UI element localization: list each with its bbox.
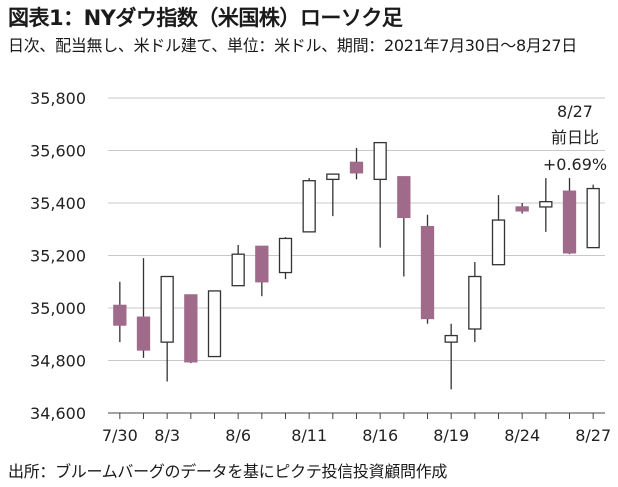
candle-up	[444, 323, 458, 390]
source-note: 出所：ブルームバーグのデータを基にピクテ投信投資顧問作成	[8, 462, 448, 481]
y-tick-label: 35,200	[30, 247, 86, 266]
candle-up	[586, 184, 600, 249]
candle-body	[515, 206, 529, 212]
candle-body	[231, 253, 245, 287]
x-tick-label: 8/27	[575, 426, 611, 445]
candle-down	[562, 178, 577, 255]
candle-up	[326, 173, 340, 217]
candle-body	[349, 161, 364, 174]
candle-body	[373, 141, 387, 181]
candle-body	[491, 219, 506, 266]
candles	[113, 141, 600, 390]
candle-down	[349, 147, 364, 180]
last-day-annotation: 8/27 前日比 +0.69%	[543, 102, 607, 174]
candle-body	[468, 275, 482, 330]
candle-up	[231, 245, 245, 287]
candle-body	[160, 275, 174, 343]
x-tick-label: 8/11	[291, 426, 327, 445]
chart-subtitle: 日次、配当無し、米ドル建て、単位：米ドル、期間：2021年7月30日～8月27日	[8, 36, 577, 55]
candle-body	[136, 316, 151, 351]
candle-body	[184, 294, 198, 363]
candle-down	[515, 203, 529, 214]
candle-up	[468, 262, 482, 343]
candle-up	[302, 178, 316, 233]
x-tick-label: 8/6	[225, 426, 251, 445]
annotation-date: 8/27	[557, 102, 593, 121]
y-tick-label: 34,800	[30, 352, 86, 371]
y-tick-label: 35,000	[30, 299, 86, 318]
candle-body	[397, 176, 411, 219]
candle-body	[444, 334, 458, 343]
x-axis: 7/30 8/3 8/6 8/11 8/16 8/19 8/24 8/27	[102, 412, 611, 445]
candle-body	[278, 237, 293, 274]
candle-body	[255, 245, 269, 283]
candle-body	[420, 225, 435, 320]
candle-body	[302, 180, 316, 233]
candle-down	[184, 294, 198, 364]
y-tick-label: 35,400	[30, 194, 86, 213]
candle-body	[586, 187, 600, 249]
candle-down	[255, 245, 269, 297]
y-tick-label: 35,800	[30, 89, 86, 108]
candle-up	[373, 141, 387, 248]
x-tick-label: 8/24	[504, 426, 540, 445]
candle-down	[113, 281, 127, 343]
x-tick-label: 8/3	[154, 426, 180, 445]
candle-body	[207, 290, 222, 358]
x-tick-label: 8/19	[433, 426, 469, 445]
candle-up	[278, 237, 293, 280]
candle-down	[420, 214, 435, 324]
candle-body	[562, 190, 577, 254]
candle-body	[113, 304, 127, 326]
y-tick-label: 35,600	[30, 142, 86, 161]
x-tick-label: 8/16	[362, 426, 398, 445]
chart-title: 図表1：NYダウ指数（米国株）ローソク足	[8, 6, 403, 30]
y-tick-label: 34,600	[30, 404, 86, 423]
candle-up	[491, 195, 506, 266]
candle-down	[136, 258, 151, 358]
y-axis-ticks: 34,600 34,800 35,000 35,200 35,400 35,600 35,8…	[30, 89, 86, 423]
candle-up	[539, 178, 553, 232]
gridlines	[108, 97, 605, 361]
candle-up	[207, 290, 222, 358]
candle-body	[539, 201, 553, 208]
candle-down	[397, 176, 411, 277]
annotation-change: +0.69%	[543, 155, 607, 174]
candle-body	[326, 173, 340, 181]
candle-up	[160, 275, 174, 382]
x-tick-label: 7/30	[102, 426, 138, 445]
annotation-label: 前日比	[551, 128, 599, 147]
